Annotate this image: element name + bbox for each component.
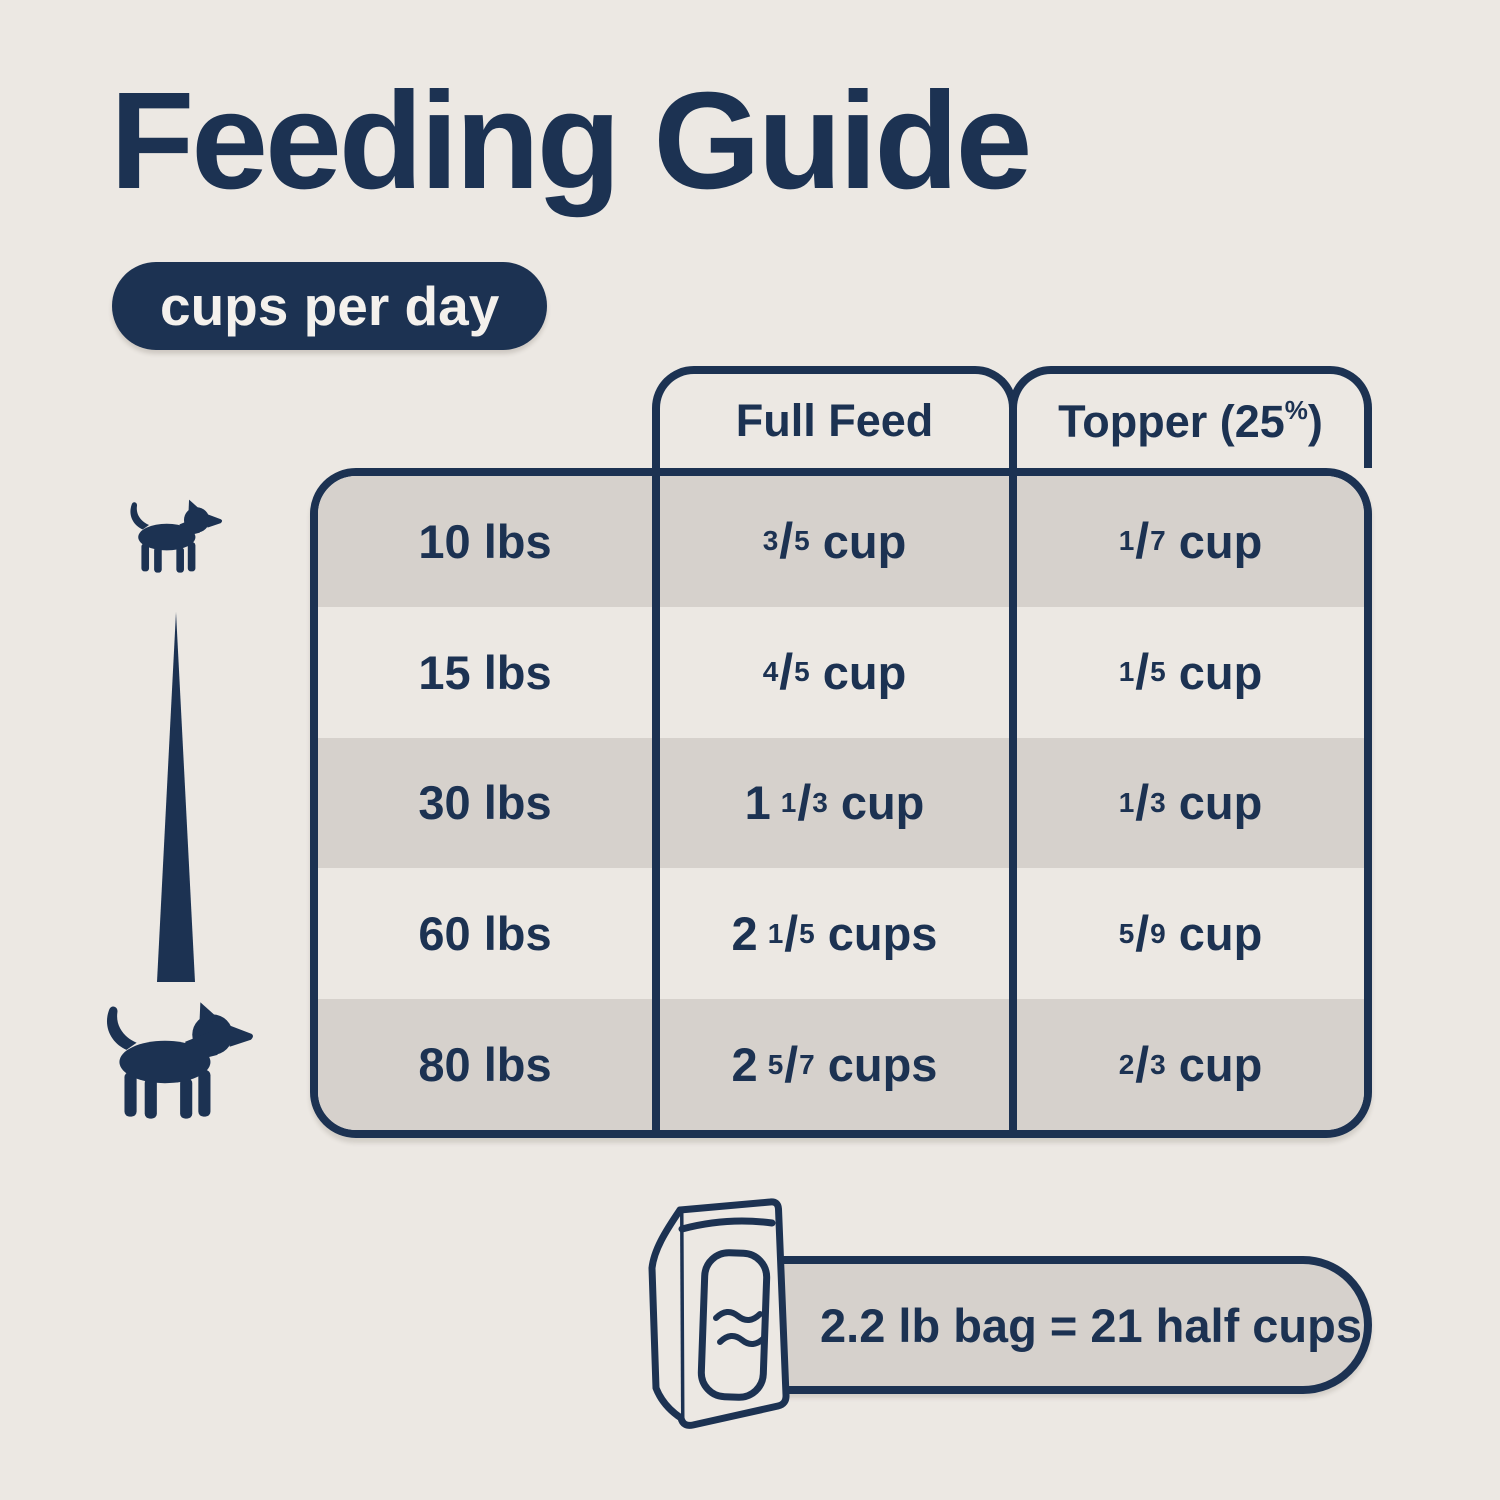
topper-value-cell: 2/3 cup (1009, 999, 1364, 1130)
weight-cell: 30 lbs (318, 737, 652, 869)
full-feed-value-cell: 2 5/7 cups (652, 999, 1009, 1130)
full-feed-value-cell: 4/5 cup (652, 606, 1009, 738)
page-title: Feeding Guide (110, 64, 1032, 218)
topper-header-label: Topper (25%) (1058, 394, 1323, 447)
weight-cell: 10 lbs (318, 476, 652, 607)
cups-per-day-badge-label: cups per day (160, 275, 500, 337)
fraction-slash: / (779, 644, 794, 701)
full-feed-value-cell: 3/5 cup (652, 476, 1009, 607)
fraction-slash: / (779, 513, 794, 570)
cups-per-day-badge: cups per day (112, 262, 548, 350)
full-feed-value-cell: 2 1/5 cups (652, 868, 1009, 1000)
fraction-slash: / (1135, 644, 1150, 701)
fraction-slash: / (784, 1036, 799, 1093)
fraction-slash: / (1135, 1036, 1150, 1093)
column-header-topper: Topper (25%) (1009, 366, 1372, 468)
full-feed-value-cell: 1 1/3 cup (652, 737, 1009, 869)
feeding-table: 10 lbs 3/5 cup 1/7 cup 15 lbs 4/5 cup 1/5 cu… (310, 468, 1372, 1138)
large-dog-icon (106, 1002, 253, 1119)
fraction-slash: / (1135, 774, 1150, 831)
full-feed-header-label: Full Feed (735, 395, 934, 446)
fraction-slash: / (1135, 905, 1150, 962)
topper-value-cell: 1/5 cup (1009, 606, 1364, 738)
percent-superscript: % (1284, 394, 1308, 425)
bag-yield-note: 2.2 lb bag = 21 half cups (820, 1298, 1362, 1352)
topper-value-cell: 5/9 cup (1009, 868, 1364, 1000)
weight-cell: 60 lbs (418, 907, 552, 961)
bag-yield-pill: 2.2 lb bag = 21 half cups (700, 1256, 1372, 1394)
size-scale-wedge (157, 612, 195, 982)
fraction-slash: / (797, 774, 812, 831)
weight-cell: 80 lbs (318, 999, 652, 1130)
weight-cell: 15 lbs (418, 645, 552, 699)
topper-value-cell: 1/7 cup (1009, 476, 1364, 607)
small-dog-icon (130, 499, 223, 573)
food-bag-icon (648, 1198, 790, 1429)
topper-value-cell: 1/3 cup (1009, 737, 1364, 869)
fraction-slash: / (784, 905, 799, 962)
column-header-full-feed: Full Feed (652, 366, 1017, 468)
fraction-slash: / (1135, 513, 1150, 570)
